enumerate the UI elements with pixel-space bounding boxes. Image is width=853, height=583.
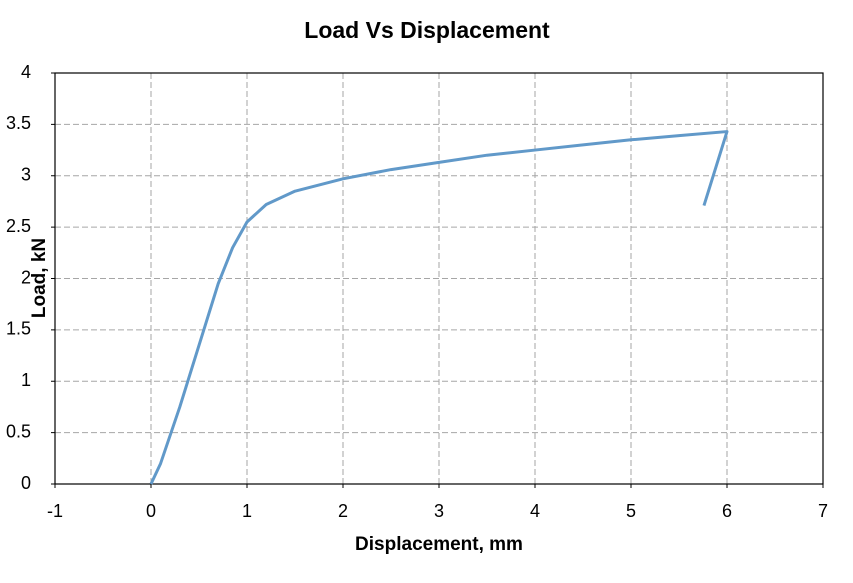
x-tick-label: 3 xyxy=(434,501,444,521)
y-tick-label: 2.5 xyxy=(6,216,31,236)
plot-frame xyxy=(54,72,824,485)
x-tick-label: 2 xyxy=(338,501,348,521)
x-axis-label: Displacement, mm xyxy=(355,534,523,555)
x-tick-label: 0 xyxy=(146,501,156,521)
chart-title: Load Vs Displacement xyxy=(304,17,550,43)
y-tick-label: 1.5 xyxy=(6,319,31,339)
y-axis-label: Load, kN xyxy=(29,238,50,318)
y-tick-label: 3 xyxy=(21,165,31,185)
y-tick-label: 1 xyxy=(21,370,31,390)
x-tick-label: 6 xyxy=(722,501,732,521)
y-tick-label: 2 xyxy=(21,267,31,287)
x-tick-label: 4 xyxy=(530,501,540,521)
x-tick-label: 5 xyxy=(626,501,636,521)
y-tick-label: 0.5 xyxy=(6,421,31,441)
x-tick-label: 1 xyxy=(242,501,252,521)
y-tick-label: 3.5 xyxy=(6,113,31,133)
x-tick-label: -1 xyxy=(47,501,63,521)
x-tick-label: 7 xyxy=(818,501,828,521)
y-tick-label: 0 xyxy=(21,473,31,493)
data-line xyxy=(149,130,729,485)
y-tick-label: 4 xyxy=(21,62,31,82)
